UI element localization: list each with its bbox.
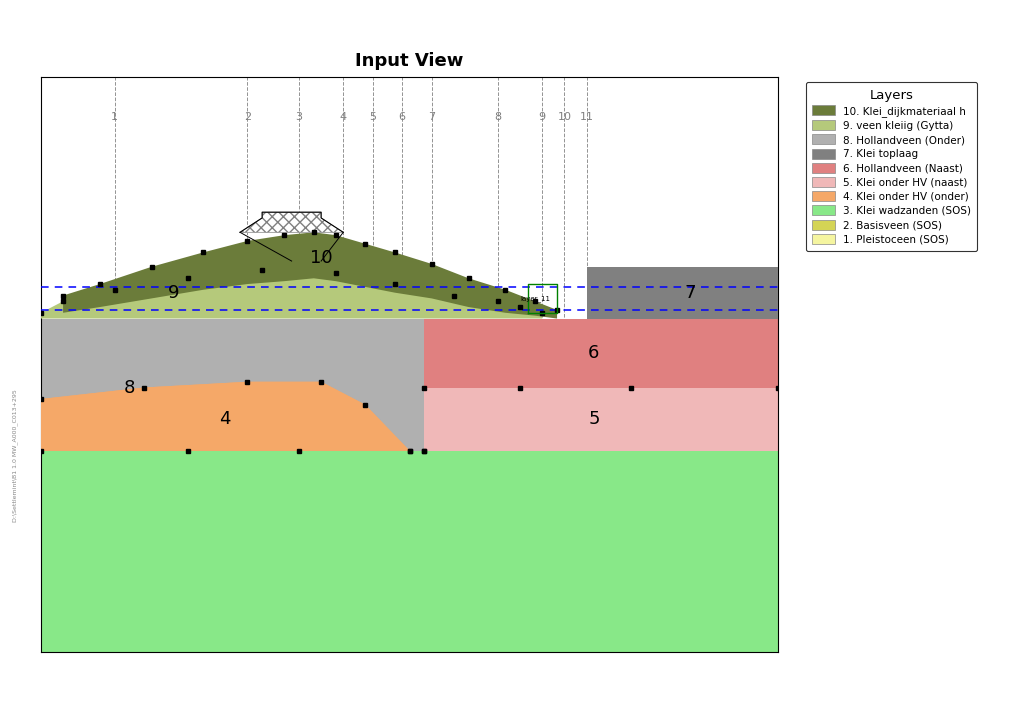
Text: 4: 4 (219, 410, 231, 428)
Polygon shape (424, 388, 778, 451)
Polygon shape (587, 267, 778, 318)
Text: 10: 10 (557, 112, 571, 123)
Text: 7: 7 (684, 284, 695, 301)
Text: 8: 8 (124, 379, 135, 397)
Text: 9: 9 (168, 284, 179, 301)
Polygon shape (41, 382, 424, 451)
Text: layer_11: layer_11 (520, 295, 550, 302)
Polygon shape (41, 382, 424, 451)
Text: 5: 5 (370, 112, 376, 123)
Text: 10: 10 (310, 249, 333, 267)
Text: 2: 2 (244, 112, 251, 123)
Text: 6: 6 (398, 112, 406, 123)
Text: 11: 11 (580, 112, 594, 123)
Polygon shape (41, 270, 543, 318)
Text: 4: 4 (340, 112, 347, 123)
Text: 3: 3 (296, 112, 302, 123)
Polygon shape (41, 318, 424, 451)
Text: 1: 1 (112, 112, 118, 123)
Text: D:\Settlemint\B1 1.0 MW_A000_C013+295: D:\Settlemint\B1 1.0 MW_A000_C013+295 (12, 389, 18, 522)
Title: Input View: Input View (355, 52, 464, 70)
Polygon shape (424, 318, 778, 388)
Text: 8: 8 (495, 112, 502, 123)
Text: 5: 5 (588, 410, 600, 428)
Polygon shape (240, 212, 343, 232)
Text: 6: 6 (588, 344, 600, 362)
Text: 9: 9 (539, 112, 546, 123)
Text: 7: 7 (428, 112, 435, 123)
Polygon shape (41, 451, 778, 652)
Legend: 10. Klei_dijkmateriaal h, 9. veen kleiig (Gytta), 8. Hollandveen (Onder), 7. Kle: 10. Klei_dijkmateriaal h, 9. veen kleiig… (806, 82, 977, 250)
Polygon shape (63, 232, 557, 318)
